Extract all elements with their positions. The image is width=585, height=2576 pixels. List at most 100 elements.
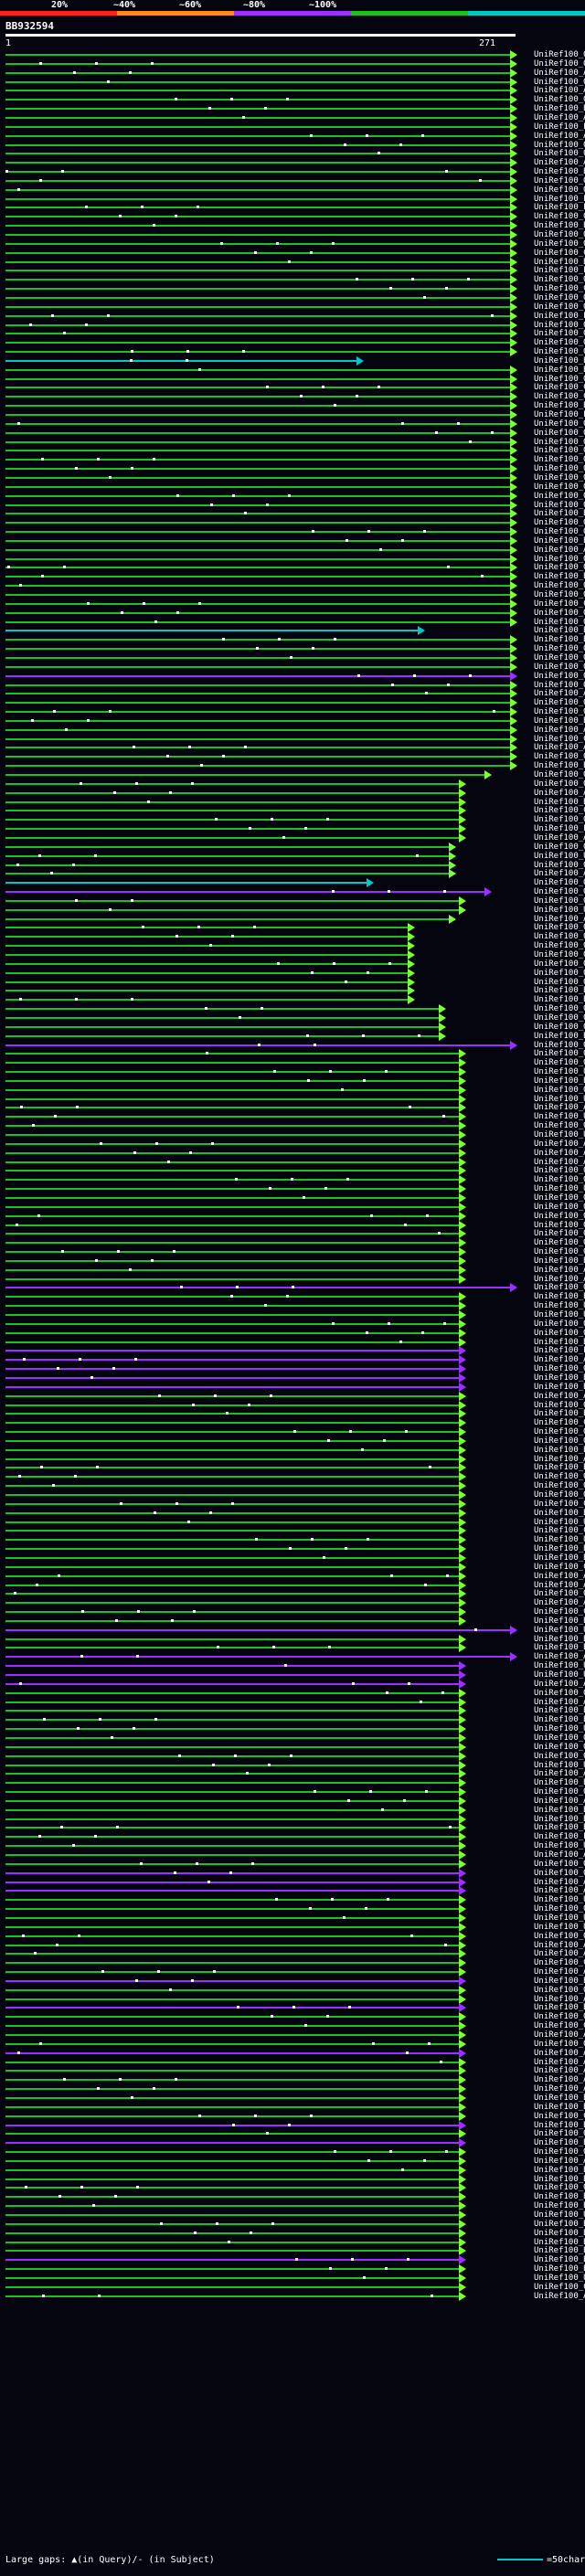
hit-label-link[interactable]: UniRef100_Q24106 (534, 275, 585, 285)
hit-label-link[interactable]: UniRef100_B7PMR5 (534, 2120, 585, 2130)
alignment-bar[interactable] (5, 234, 510, 236)
hit-label-link[interactable]: UniRef100_A4MK72 (534, 1571, 585, 1581)
hit-label-link[interactable]: UniRef100_Q9ZZR7 (534, 1490, 585, 1500)
hit-label-link[interactable]: UniRef100_Q9X0F9 (534, 482, 585, 492)
hit-label-link[interactable]: UniRef100_B9HMM9 (534, 355, 585, 366)
hit-label-link[interactable]: UniRef100_UP1000... (534, 1184, 585, 1194)
alignment-bar[interactable] (5, 1908, 459, 1911)
hit-label-link[interactable]: UniRef100_UP1000... (534, 1094, 585, 1104)
hit-row[interactable]: UniRef100_Q6K1W2 (0, 419, 585, 429)
alignment-bar[interactable] (5, 782, 459, 785)
hit-label-link[interactable]: UniRef100_UP1000... (534, 1670, 585, 1680)
hit-row[interactable]: UniRef100_Q3B0Y9 (0, 896, 585, 906)
alignment-bar[interactable] (5, 845, 449, 848)
hit-label-link[interactable]: UniRef100_B4FFS8 (534, 2219, 585, 2229)
alignment-bar[interactable] (5, 1881, 459, 1883)
alignment-bar[interactable] (5, 351, 510, 354)
hit-row[interactable]: UniRef100_Q8S2Y0 (0, 959, 585, 970)
hit-label-link[interactable]: UniRef100_A7P9X9 (534, 68, 585, 78)
alignment-bar[interactable] (5, 2034, 459, 2036)
hit-label-link[interactable]: UniRef100_B7Q312 (534, 2237, 585, 2247)
hit-row[interactable]: UniRef100_P93797 (0, 824, 585, 834)
hit-row[interactable]: UniRef100_Q9XIC4 (0, 2039, 585, 2050)
hit-label-link[interactable]: UniRef100_A5B074 (534, 1157, 585, 1167)
alignment-bar[interactable] (5, 1314, 459, 1316)
hit-label-link[interactable]: UniRef100_Q07651 (534, 140, 585, 150)
hit-label-link[interactable]: UniRef100_Q12P99 (534, 2129, 585, 2139)
hit-label-link[interactable]: UniRef100_Q2IF76 (534, 1868, 585, 1878)
alignment-bar[interactable] (5, 1287, 510, 1289)
hit-label-link[interactable]: UniRef100_Q04425 (534, 320, 585, 330)
hit-label-link[interactable]: UniRef100_Q1UFE7 (534, 878, 585, 888)
hit-label-link[interactable]: UniRef100_B7PK12 (534, 1031, 585, 1041)
hit-label-link[interactable]: UniRef100_C5CY78 (534, 2021, 585, 2031)
alignment-bar[interactable] (5, 1368, 459, 1371)
alignment-bar[interactable] (5, 440, 510, 443)
hit-row[interactable]: UniRef100_C5YSY6 (0, 383, 585, 393)
hit-row[interactable]: UniRef100_Q3ZZN6 (0, 185, 585, 196)
hit-row[interactable]: UniRef100_B7PK12 (0, 1031, 585, 1042)
hit-label-link[interactable]: UniRef100_UP1000... (534, 1661, 585, 1671)
hit-label-link[interactable]: UniRef100_Q2Z952 (534, 554, 585, 564)
hit-label-link[interactable]: UniRef100_Q43472 (534, 455, 585, 465)
hit-row[interactable]: UniRef100_UP1000... (0, 1661, 585, 1671)
hit-label-link[interactable]: UniRef100_C0PEX7 (534, 392, 585, 402)
hit-label-link[interactable]: UniRef100_P21257 (534, 1346, 585, 1356)
hit-label-link[interactable]: UniRef100_C1EX37 (534, 1607, 585, 1617)
alignment-bar[interactable] (5, 2222, 459, 2225)
alignment-bar[interactable] (5, 1053, 459, 1055)
hit-row[interactable]: UniRef100_B7PAN1 (0, 1814, 585, 1825)
hit-row[interactable]: UniRef100_B5DGC5 (0, 1256, 585, 1267)
hit-row[interactable]: UniRef100_A6NNT8 (0, 1697, 585, 1708)
hit-label-link[interactable]: UniRef100_B6HF37 (534, 626, 585, 636)
hit-label-link[interactable]: UniRef100_Q8S2Y5 (534, 1319, 585, 1329)
hit-row[interactable]: UniRef100_B2VKT9 (0, 167, 585, 177)
alignment-bar[interactable] (5, 1611, 459, 1614)
alignment-bar[interactable] (5, 1944, 459, 1946)
alignment-bar[interactable] (5, 1619, 459, 1622)
hit-row[interactable]: UniRef100_B7PFE5 (0, 2255, 585, 2265)
alignment-bar[interactable] (5, 531, 510, 534)
alignment-bar[interactable] (5, 225, 510, 228)
hit-row[interactable]: UniRef100_Q4QGC9 (0, 1058, 585, 1068)
alignment-bar[interactable] (5, 2214, 459, 2216)
alignment-bar[interactable] (5, 207, 510, 209)
hit-row[interactable]: UniRef100_UP1000... (0, 1067, 585, 1077)
alignment-bar[interactable] (5, 1305, 459, 1308)
alignment-bar[interactable] (5, 2025, 459, 2028)
hit-row[interactable]: UniRef100_A4FUP3 (0, 1877, 585, 1888)
alignment-bar[interactable] (5, 1808, 459, 1811)
hit-row[interactable]: UniRef100_P93235 (0, 266, 585, 276)
hit-label-link[interactable]: UniRef100_Q22384 (534, 212, 585, 222)
hit-label-link[interactable]: UniRef100_A8IZ05 (534, 2156, 585, 2166)
hit-label-link[interactable]: UniRef100_B6T345 (534, 257, 585, 267)
hit-label-link[interactable]: UniRef100_A1VU87 (534, 2030, 585, 2040)
hit-row[interactable]: UniRef100_A4MK72 (0, 1571, 585, 1582)
alignment-bar[interactable] (5, 1754, 459, 1757)
hit-row[interactable]: UniRef100_P49310 (0, 311, 585, 322)
alignment-bar[interactable] (5, 945, 408, 948)
hit-label-link[interactable]: UniRef100_UP1000... (534, 1913, 585, 1923)
hit-label-link[interactable]: UniRef100_A1WDH4 (534, 1949, 585, 1959)
hit-label-link[interactable]: UniRef100_B6U8R8 (534, 1715, 585, 1725)
hit-row[interactable]: UniRef100_B7Q872 (0, 2093, 585, 2104)
alignment-bar[interactable] (5, 1799, 459, 1802)
alignment-bar[interactable] (5, 333, 510, 335)
alignment-bar[interactable] (5, 1691, 459, 1694)
alignment-bar[interactable] (5, 260, 510, 263)
hit-row[interactable]: UniRef100_A0EYW0 (0, 1265, 585, 1276)
hit-label-link[interactable]: UniRef100_UP1000... (534, 1310, 585, 1320)
hit-row[interactable]: UniRef100_Q852P0 (0, 1472, 585, 1482)
alignment-bar[interactable] (5, 288, 510, 291)
alignment-bar[interactable] (5, 450, 510, 452)
hit-row[interactable]: UniRef100_C4J5Q2 (0, 284, 585, 294)
hit-label-link[interactable]: UniRef100_B7Q3B1 (534, 1634, 585, 1644)
hit-row[interactable]: UniRef100_A9P2E2 (0, 2057, 585, 2068)
hit-label-link[interactable]: UniRef100_Q8RXC2 (534, 977, 585, 987)
hit-row[interactable]: UniRef100_A9UCT1 (0, 2075, 585, 2085)
alignment-bar[interactable] (5, 2042, 459, 2045)
alignment-bar[interactable] (5, 2016, 459, 2019)
alignment-bar[interactable] (5, 459, 510, 461)
hit-row[interactable]: UniRef100_Q8S2Y6 (0, 941, 585, 951)
hit-row[interactable]: UniRef100_B9RPC0 (0, 1616, 585, 1627)
